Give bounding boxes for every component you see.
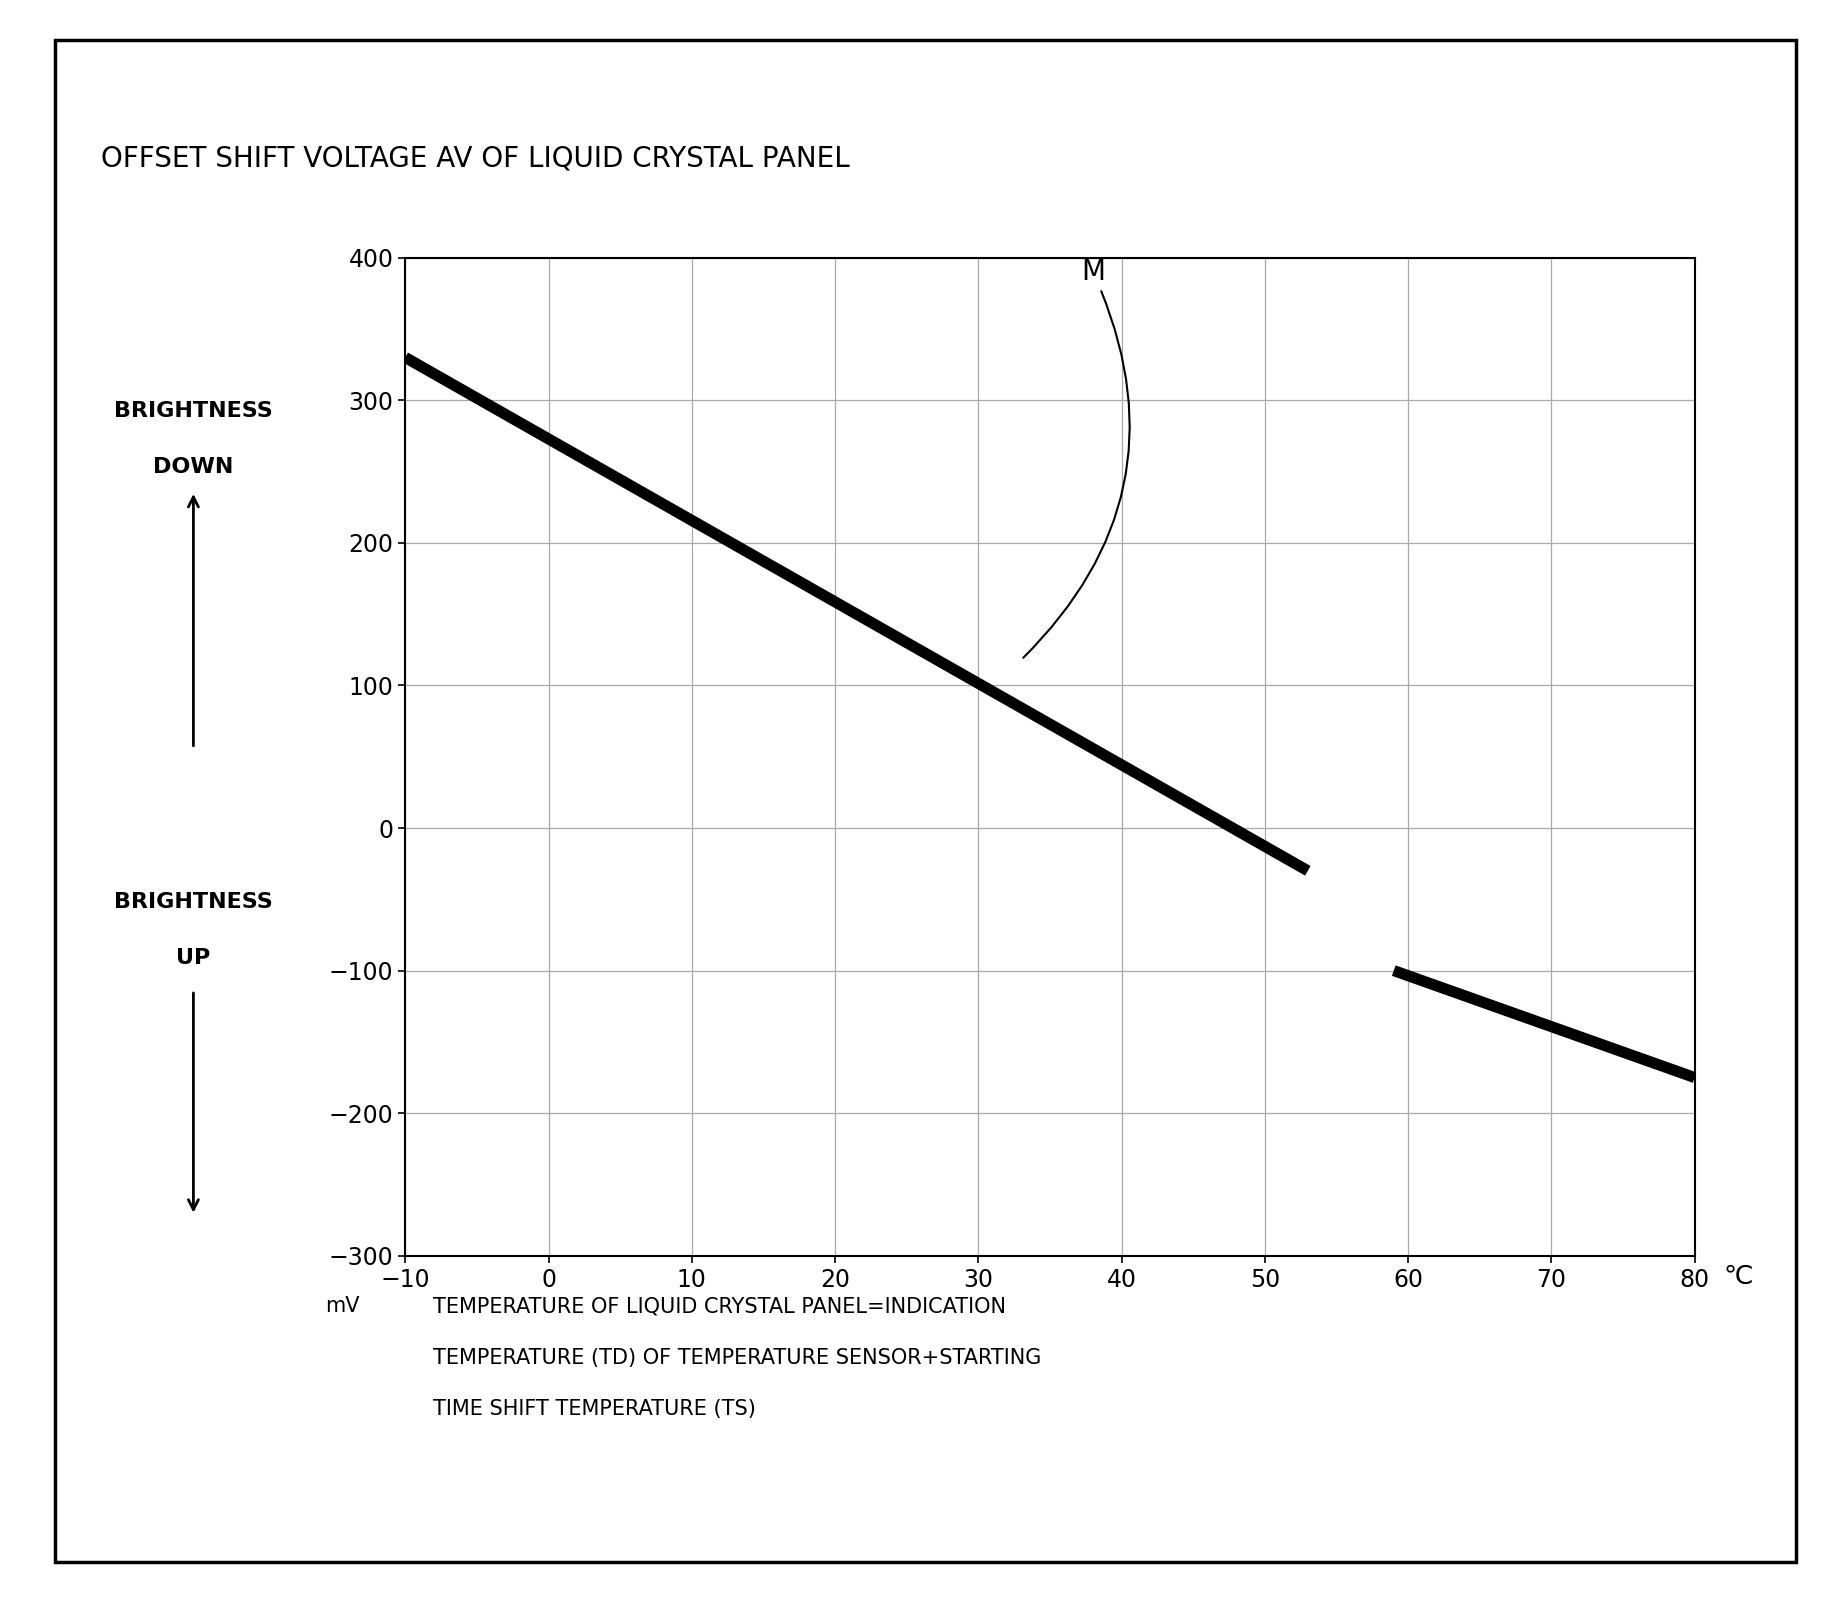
Text: mV: mV — [324, 1296, 359, 1315]
Text: TEMPERATURE (TD) OF TEMPERATURE SENSOR+STARTING: TEMPERATURE (TD) OF TEMPERATURE SENSOR+S… — [433, 1348, 1041, 1367]
Text: ℃: ℃ — [1724, 1264, 1754, 1290]
Text: OFFSET SHIFT VOLTAGE AV OF LIQUID CRYSTAL PANEL: OFFSET SHIFT VOLTAGE AV OF LIQUID CRYSTA… — [101, 145, 849, 172]
Text: TIME SHIFT TEMPERATURE (TS): TIME SHIFT TEMPERATURE (TS) — [433, 1399, 755, 1418]
Text: TEMPERATURE OF LIQUID CRYSTAL PANEL=INDICATION: TEMPERATURE OF LIQUID CRYSTAL PANEL=INDI… — [433, 1296, 1006, 1315]
Text: BRIGHTNESS: BRIGHTNESS — [114, 892, 273, 911]
Text: BRIGHTNESS: BRIGHTNESS — [114, 401, 273, 420]
Text: UP: UP — [177, 948, 210, 968]
Text: M: M — [1024, 258, 1129, 658]
Text: DOWN: DOWN — [153, 457, 234, 477]
